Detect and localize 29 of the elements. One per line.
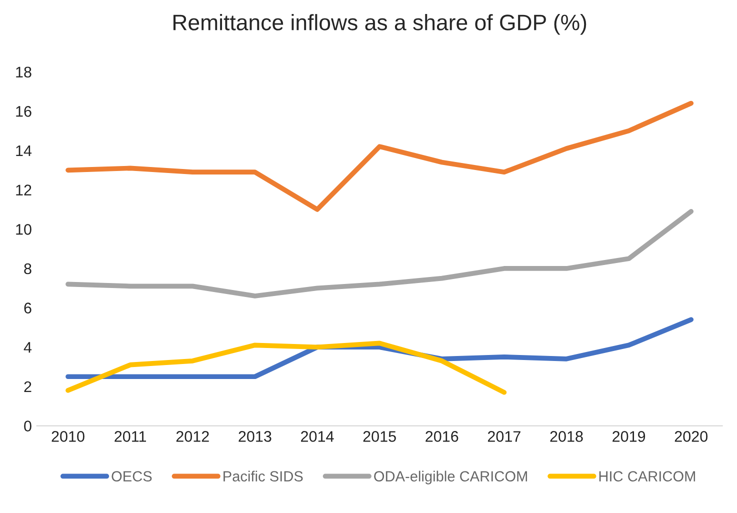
y-tick-label: 8 (24, 263, 32, 274)
x-tick-label: 2010 (52, 431, 84, 442)
x-tick-label: 2016 (426, 431, 458, 442)
line-series (66, 209, 694, 298)
legend-label: Pacific SIDS (224, 470, 303, 482)
legend-label: HIC CARICOM (599, 471, 696, 482)
x-tick-label: 2020 (674, 431, 708, 442)
line-series (66, 340, 507, 395)
y-tick-label: 0 (24, 420, 32, 432)
x-tick-label: 2017 (488, 431, 520, 442)
x-tick-label: 2014 (301, 431, 334, 442)
y-tick-label: 12 (16, 184, 32, 196)
x-tick-label: 2012 (176, 431, 209, 442)
legend-label: ODA-eligible CARICOM (374, 470, 527, 484)
y-tick-label: 10 (16, 224, 32, 235)
x-tick-label: 2019 (612, 431, 646, 442)
x-tick-label: 2011 (114, 431, 146, 442)
y-tick-label: 18 (16, 66, 32, 78)
x-tick-label: 2013 (238, 431, 272, 442)
y-tick-label: 4 (24, 342, 32, 353)
x-tick-label: 2015 (363, 431, 396, 442)
chart-title: Remittance inflows as a share of GDP (%) (173, 14, 586, 35)
line-series (66, 100, 694, 212)
y-tick-label: 2 (24, 381, 32, 392)
x-tick-label: 2018 (550, 431, 583, 442)
y-tick-label: 14 (16, 146, 32, 156)
y-tick-label: 6 (24, 302, 32, 314)
y-tick-label: 16 (16, 106, 32, 117)
legend-label: OECS (112, 471, 152, 482)
